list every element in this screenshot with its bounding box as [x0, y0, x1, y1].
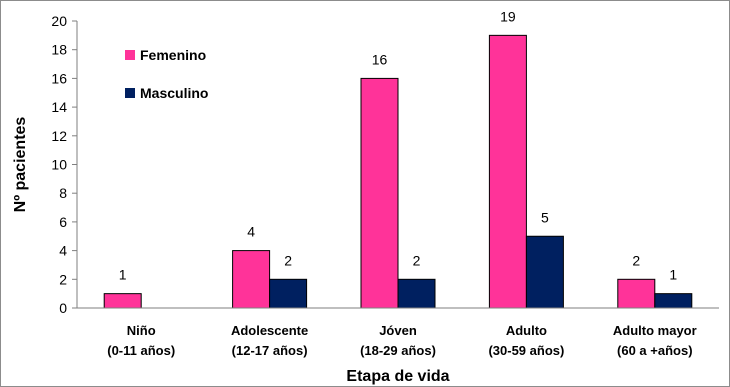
legend-label-femenino: Femenino: [140, 47, 206, 63]
y-tick-label: 18: [51, 42, 67, 58]
y-tick-label: 4: [59, 243, 67, 259]
x-category-label: (0-11 años): [107, 343, 175, 358]
bars: [103, 34, 693, 309]
data-label-masculino-1: 2: [284, 252, 292, 268]
legend-swatch-masculino: [125, 88, 135, 98]
x-category-label: (12-17 años): [232, 343, 308, 358]
bar-femenino-2: [360, 77, 399, 309]
bar-femenino-0: [103, 293, 142, 309]
bar-femenino-4: [617, 278, 656, 309]
legend: Femenino Masculino: [125, 47, 208, 101]
data-label-femenino-4: 2: [632, 252, 640, 268]
x-category-label: (30-59 años): [488, 343, 564, 358]
y-tick-label: 16: [51, 70, 67, 86]
y-tick-label: 12: [51, 128, 67, 144]
bar-masculino-2: [397, 278, 436, 309]
x-axis-title: Etapa de vida: [346, 368, 449, 385]
bar-masculino-1: [269, 278, 308, 309]
data-label-femenino-2: 16: [372, 51, 388, 67]
x-axis-categories: Niño (0-11 años) Adolescente (12-17 años) Jó…: [107, 323, 696, 358]
axes: [76, 21, 719, 309]
x-category-label: (18-29 años): [360, 343, 436, 358]
y-axis-ticks: 0 2 4 6 8 10 12 14 16 18 20: [51, 13, 77, 316]
x-category-label: Adolescente: [231, 323, 308, 338]
legend-swatch-femenino: [125, 50, 135, 60]
y-tick-label: 14: [51, 99, 67, 115]
bar-masculino-4: [654, 293, 693, 309]
y-tick-label: 8: [59, 185, 67, 201]
x-category-label: (60 a +años): [617, 343, 693, 358]
data-label-masculino-3: 5: [541, 209, 549, 225]
y-tick-label: 10: [51, 157, 67, 173]
x-category-label: Adulto: [506, 323, 547, 338]
legend-label-masculino: Masculino: [140, 85, 208, 101]
data-label-femenino-3: 19: [500, 8, 516, 24]
y-tick-label: 0: [59, 300, 67, 316]
x-category-label: Niño: [127, 323, 156, 338]
data-label-masculino-2: 2: [413, 252, 421, 268]
data-label-masculino-4: 1: [669, 267, 677, 283]
y-tick-label: 6: [59, 214, 67, 230]
bar-masculino-3: [525, 235, 564, 309]
bar-femenino-3: [488, 34, 527, 309]
y-axis-title: Nº pacientes: [12, 117, 29, 213]
bar-femenino-1: [232, 250, 271, 309]
y-tick-label: 2: [59, 271, 67, 287]
data-label-femenino-1: 4: [247, 224, 255, 240]
data-label-femenino-0: 1: [119, 267, 127, 283]
x-category-label: Jóven: [379, 323, 417, 338]
y-tick-label: 20: [51, 13, 67, 29]
x-category-label: Adulto mayor: [613, 323, 697, 338]
